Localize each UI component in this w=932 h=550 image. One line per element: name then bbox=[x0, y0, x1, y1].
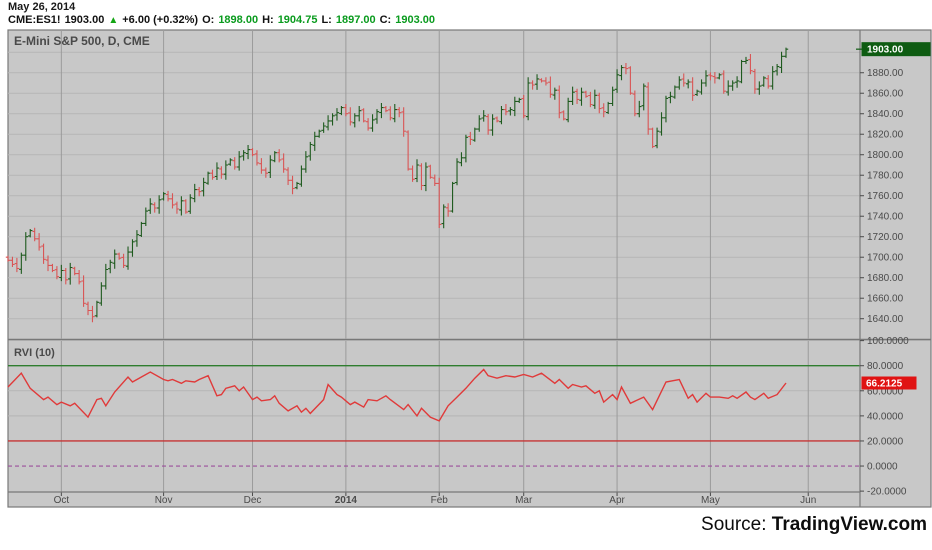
price-tick-label: 1740.00 bbox=[867, 212, 904, 223]
ohlc-down-bars bbox=[5, 54, 771, 323]
price-tick-label: 1800.00 bbox=[867, 150, 904, 161]
chart-canvas[interactable]: Oct Nov Dec 2014 Feb Mar Apr May Jun 1880.00 1860.… bbox=[0, 0, 932, 512]
date-label: May 26, 2014 bbox=[8, 1, 76, 13]
time-axis[interactable]: Oct Nov Dec 2014 Feb Mar Apr May Jun bbox=[54, 492, 817, 506]
high-label: H: bbox=[262, 14, 274, 26]
price-axis[interactable]: 1880.00 1860.00 1840.00 1820.00 1800.00 1780.… bbox=[860, 68, 904, 325]
source-label: Source: bbox=[701, 514, 772, 535]
rvi-tick-label: 40.0000 bbox=[867, 411, 904, 422]
last-price-text: 1903.00 bbox=[64, 14, 105, 26]
price-tick-label: 1760.00 bbox=[867, 191, 904, 202]
symbol-title[interactable]: E-Mini S&P 500, D, CME bbox=[14, 34, 150, 48]
last-price-label: 1903.00 bbox=[856, 42, 931, 57]
source-name: TradingView.com bbox=[771, 514, 927, 535]
price-gridlines bbox=[8, 51, 860, 417]
rvi-line[interactable] bbox=[7, 368, 787, 422]
chart-header: May 26, 2014 CME:ES1! 1903.00 ▲ +6.00 (+0.3… bbox=[8, 1, 439, 27]
rvi-tick-label: 60.0000 bbox=[867, 386, 904, 397]
rvi-value-label: 66.2125 bbox=[861, 376, 917, 390]
rvi-tick-label: 0.0000 bbox=[867, 462, 898, 473]
open-value: 1898.00 bbox=[218, 14, 259, 26]
symbol-label: CME:ES1! bbox=[8, 14, 61, 26]
month-label: Apr bbox=[609, 495, 625, 506]
price-tick-label: 1680.00 bbox=[867, 273, 904, 284]
month-label: Nov bbox=[155, 495, 173, 506]
svg-text:66.2125: 66.2125 bbox=[866, 378, 903, 389]
up-arrow-icon: ▲ bbox=[108, 15, 119, 26]
month-label: Dec bbox=[244, 495, 262, 506]
price-tick-label: 1860.00 bbox=[867, 89, 904, 100]
ohlc-up-bars bbox=[19, 47, 789, 318]
close-label: C: bbox=[379, 14, 392, 26]
rvi-title[interactable]: RVI (10) bbox=[14, 347, 55, 359]
rvi-tick-label: -20.0000 bbox=[867, 487, 907, 498]
month-label: Feb bbox=[431, 495, 449, 506]
month-label: 2014 bbox=[335, 495, 358, 506]
month-label: May bbox=[701, 495, 720, 506]
rvi-tick-label: 20.0000 bbox=[867, 436, 904, 447]
rvi-axis[interactable]: 100.0000 80.0000 60.0000 40.0000 20.0000 0.00… bbox=[860, 336, 909, 498]
month-label: Oct bbox=[54, 495, 70, 506]
ohlc-series[interactable] bbox=[5, 47, 789, 323]
price-tick-label: 1640.00 bbox=[867, 314, 904, 325]
source-attribution: Source: TradingView.com bbox=[701, 514, 927, 536]
price-tick-label: 1720.00 bbox=[867, 232, 904, 243]
month-label: Mar bbox=[515, 495, 533, 506]
price-tick-label: 1700.00 bbox=[867, 253, 904, 264]
high-value: 1904.75 bbox=[277, 14, 318, 26]
rvi-tick-label: 80.0000 bbox=[867, 361, 904, 372]
change-text: +6.00 (+0.32%) bbox=[122, 14, 199, 26]
price-tick-label: 1660.00 bbox=[867, 294, 904, 305]
price-tick-label: 1780.00 bbox=[867, 171, 904, 182]
open-label: O: bbox=[202, 14, 215, 26]
ticker-line: CME:ES1! 1903.00 ▲ +6.00 (+0.32%) O: 1898.00 H… bbox=[8, 14, 439, 27]
low-value: 1897.00 bbox=[335, 14, 376, 26]
month-label: Jun bbox=[800, 495, 816, 506]
close-value: 1903.00 bbox=[395, 14, 435, 26]
price-tick-label: 1840.00 bbox=[867, 109, 904, 120]
price-tick-label: 1820.00 bbox=[867, 130, 904, 141]
low-label: L: bbox=[321, 14, 332, 26]
chart-frame bbox=[7, 29, 932, 508]
pane-separator[interactable] bbox=[8, 338, 931, 341]
rvi-tick-label: 100.0000 bbox=[867, 336, 909, 347]
price-tick-label: 1880.00 bbox=[867, 68, 904, 79]
svg-text:1903.00: 1903.00 bbox=[867, 45, 904, 56]
